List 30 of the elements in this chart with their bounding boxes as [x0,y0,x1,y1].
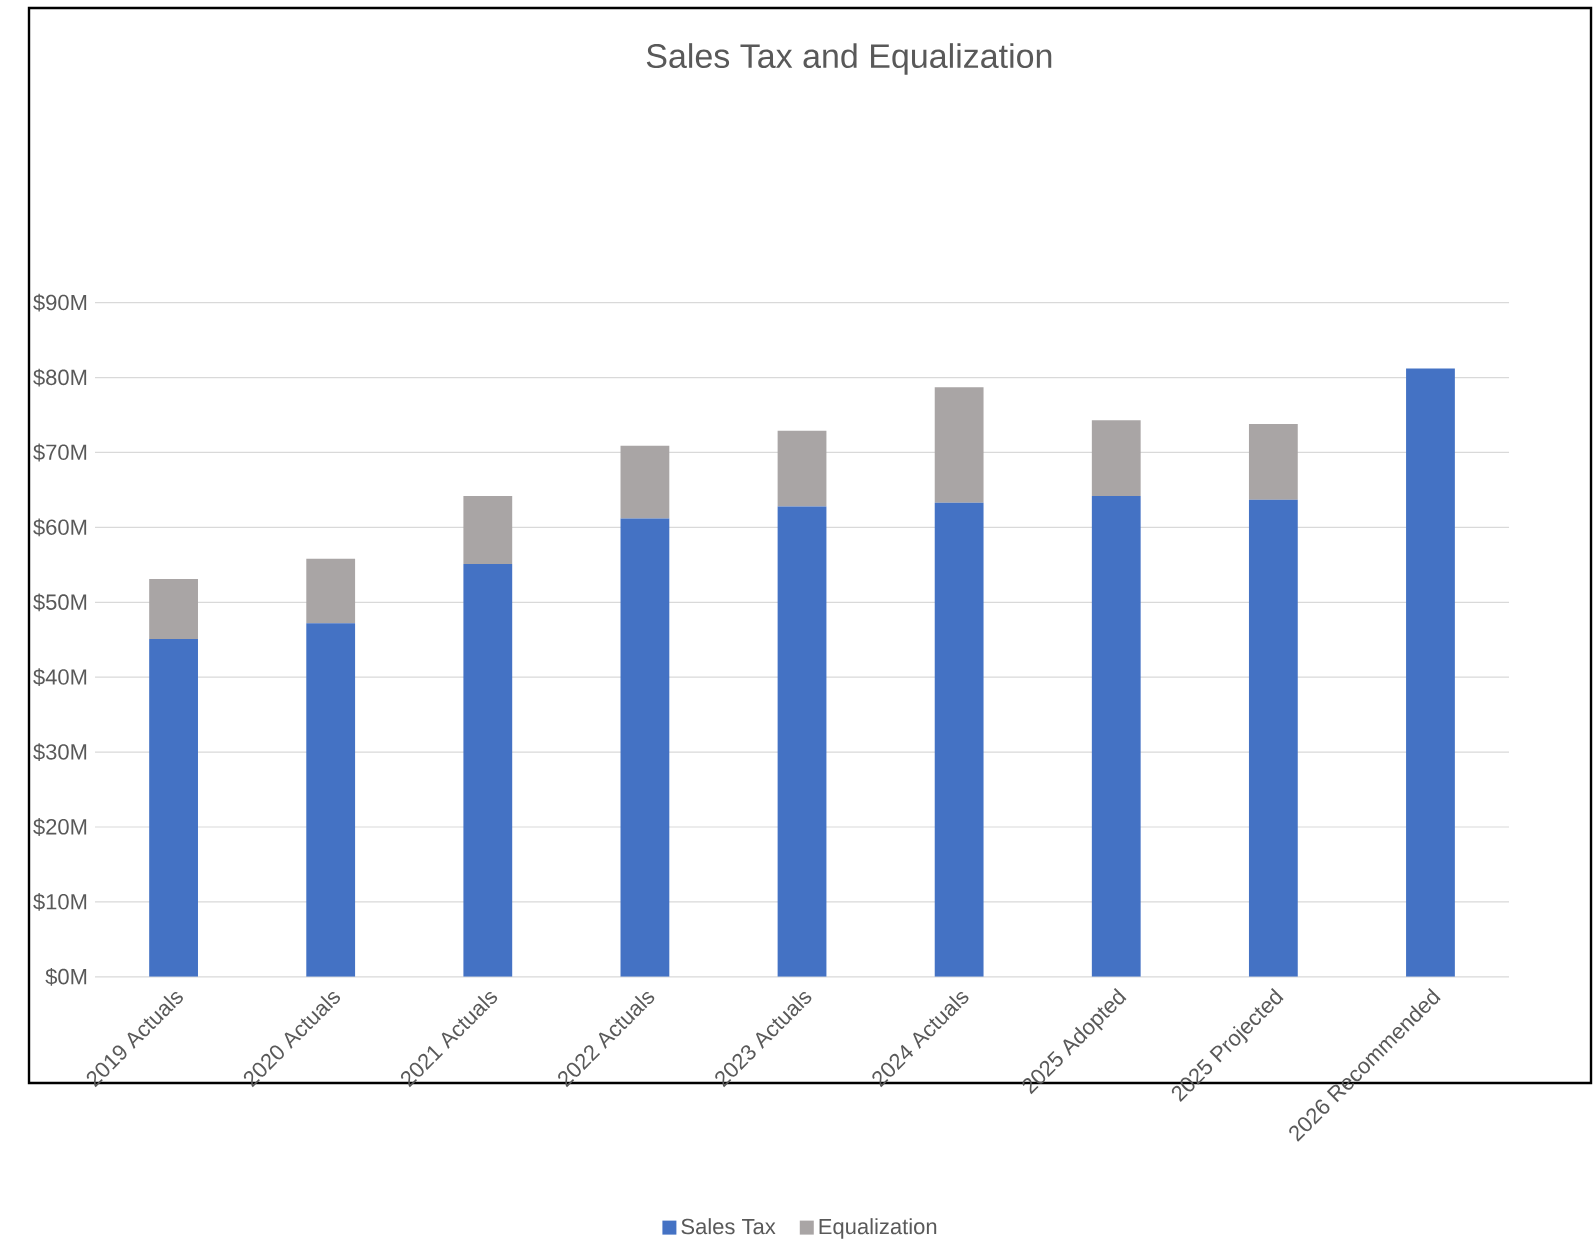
legend-label: Equalization [819,1218,937,1239]
bar [1091,420,1141,496]
y-tick-label: $30M [33,743,87,761]
bar [777,430,827,507]
bar [306,623,356,977]
bar [1248,423,1298,500]
bar [1406,368,1455,977]
bar [934,502,984,977]
bar [620,445,670,519]
y-tick-label: $70M [33,443,87,462]
bar [149,638,198,977]
bar [1248,499,1298,977]
y-tick-label: $50M [33,593,87,612]
bar [934,387,984,503]
legend-label: Sales Tax [681,1218,776,1235]
bar [463,495,513,565]
bar [1091,495,1141,977]
bar [149,579,198,639]
y-tick-label: $90M [33,293,87,312]
chart-title: Sales Tax and Equalization [646,43,1052,75]
bar [620,518,670,977]
y-tick-label: $40M [33,668,87,687]
bar [463,564,513,977]
y-tick-label: $60M [33,518,87,537]
y-tick-label: $0M [45,967,87,986]
bar [306,558,356,624]
y-tick-label: $10M [33,892,87,911]
y-tick-label: $80M [33,368,87,387]
bar [777,506,827,977]
y-tick-label: $20M [33,818,87,836]
